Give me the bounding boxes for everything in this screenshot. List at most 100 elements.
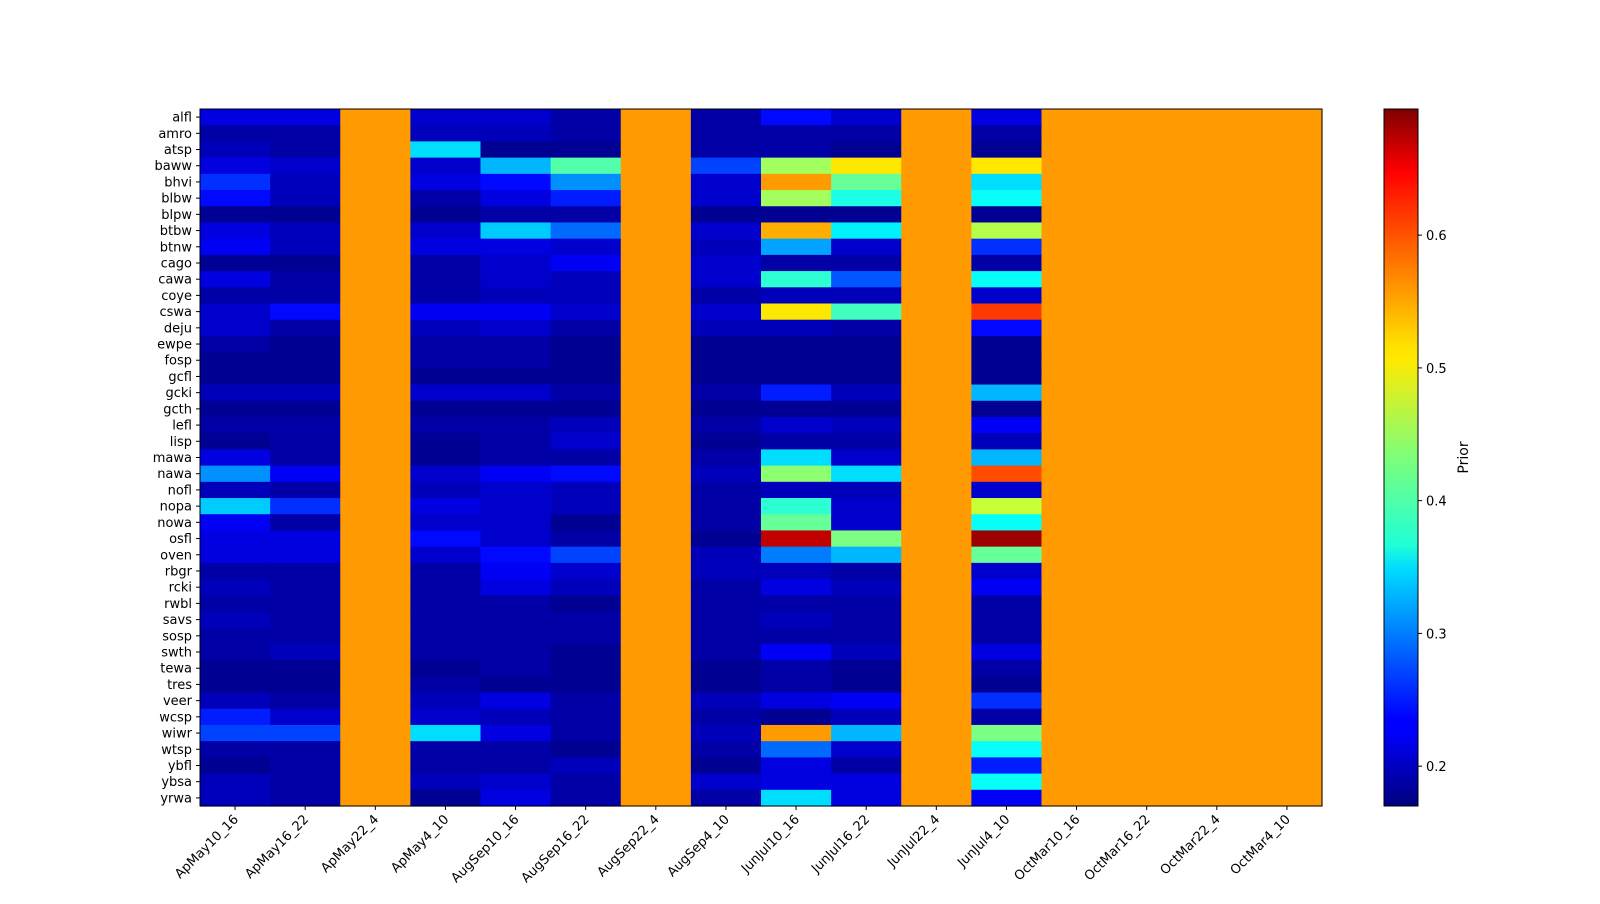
heatmap-cell (690, 335, 762, 353)
heatmap-cell (761, 514, 832, 532)
heatmap-cell (620, 173, 692, 191)
heatmap-cell (340, 319, 411, 337)
heatmap-cell (410, 708, 482, 726)
heatmap-cell (550, 384, 622, 402)
heatmap-cell (1181, 562, 1253, 580)
heatmap-cell (1041, 676, 1113, 694)
heatmap-cell (971, 449, 1043, 467)
heatmap-cell (200, 384, 271, 402)
heatmap-cell (761, 660, 832, 677)
heatmap-cell (1111, 724, 1183, 742)
heatmap-cell (1111, 384, 1183, 402)
heatmap-cell (480, 271, 552, 288)
heatmap-cell (340, 611, 411, 629)
heatmap-cell (1111, 789, 1183, 807)
heatmap-cell (270, 352, 341, 369)
heatmap-cell (620, 741, 692, 758)
heatmap-cell (550, 595, 622, 613)
heatmap-cell (480, 449, 552, 467)
heatmap-cell (200, 514, 271, 532)
heatmap-cell (1181, 773, 1253, 791)
heatmap-cell (1041, 724, 1113, 742)
heatmap-cell (410, 303, 482, 321)
heatmap-cell (1181, 595, 1253, 613)
heatmap-cell (620, 611, 692, 629)
heatmap-cell (761, 271, 832, 288)
heatmap-cell (620, 676, 692, 694)
heatmap-cell (761, 433, 832, 450)
x-tick-label: AugSep10_16 (449, 812, 523, 886)
heatmap-cell (1111, 611, 1183, 629)
heatmap-cell (200, 562, 271, 580)
heatmap-cells (200, 109, 1323, 807)
heatmap-cell (1041, 660, 1113, 677)
heatmap-cell (550, 287, 622, 305)
heatmap-cell (410, 433, 482, 450)
heatmap-cell (1251, 400, 1323, 418)
heatmap-cell (1251, 773, 1323, 791)
heatmap-cell (901, 546, 972, 564)
heatmap-cell (480, 173, 552, 191)
x-tick-label: JunJul4_10 (954, 812, 1013, 871)
heatmap-cell (1251, 498, 1323, 515)
heatmap-cell (480, 125, 552, 143)
heatmap-cell (200, 724, 271, 742)
heatmap-cell (831, 173, 902, 191)
heatmap-cell (1111, 157, 1183, 175)
heatmap-cell (1111, 627, 1183, 645)
heatmap-cell (901, 173, 972, 191)
heatmap-cell (550, 579, 622, 596)
heatmap-cell (620, 206, 692, 224)
heatmap-cell (1181, 335, 1253, 353)
heatmap-cell (831, 271, 902, 288)
heatmap-cell (410, 287, 482, 305)
heatmap-cell (971, 254, 1043, 272)
heatmap-cell (410, 514, 482, 532)
heatmap-cell (971, 238, 1043, 256)
heatmap-cell (620, 384, 692, 402)
heatmap-cell (620, 433, 692, 450)
heatmap-cell (1251, 206, 1323, 224)
heatmap-cell (200, 676, 271, 694)
heatmap-cell (901, 335, 972, 353)
heatmap-cell (1111, 773, 1183, 791)
heatmap-cell (901, 692, 972, 710)
x-tick-label: JunJul22_4 (884, 812, 943, 871)
y-tick-label: savs (163, 613, 192, 628)
heatmap-cell (620, 271, 692, 288)
heatmap-cell (971, 125, 1043, 143)
heatmap-cell (1041, 254, 1113, 272)
y-tick-label: cawa (158, 273, 192, 288)
heatmap-cell (340, 773, 411, 791)
heatmap-cell (620, 757, 692, 775)
heatmap-cell (550, 319, 622, 337)
heatmap-cell (340, 109, 411, 126)
heatmap-cell (901, 660, 972, 677)
heatmap-cell (1041, 643, 1113, 661)
heatmap-cell (1251, 271, 1323, 288)
x-tick-label: OctMar10_16 (1012, 812, 1084, 884)
heatmap-cell (340, 708, 411, 726)
heatmap-cell (1251, 416, 1323, 434)
y-tick-label: baww (155, 159, 193, 174)
heatmap-cell (971, 206, 1043, 224)
heatmap-cell (901, 562, 972, 580)
heatmap-cell (200, 481, 271, 499)
heatmap-cell (480, 368, 552, 386)
heatmap-cell (410, 692, 482, 710)
heatmap-cell (1111, 449, 1183, 467)
heatmap-cell (200, 190, 271, 207)
heatmap-cell (550, 173, 622, 191)
heatmap-cell (480, 579, 552, 596)
heatmap-cell (550, 676, 622, 694)
heatmap-cell (620, 254, 692, 272)
heatmap-cell (340, 303, 411, 321)
heatmap-cell (270, 611, 341, 629)
heatmap-cell (200, 465, 271, 483)
heatmap-cell (901, 595, 972, 613)
heatmap-cell (620, 238, 692, 256)
heatmap-cell (1111, 676, 1183, 694)
heatmap-cell (901, 724, 972, 742)
heatmap-cell (1111, 222, 1183, 240)
